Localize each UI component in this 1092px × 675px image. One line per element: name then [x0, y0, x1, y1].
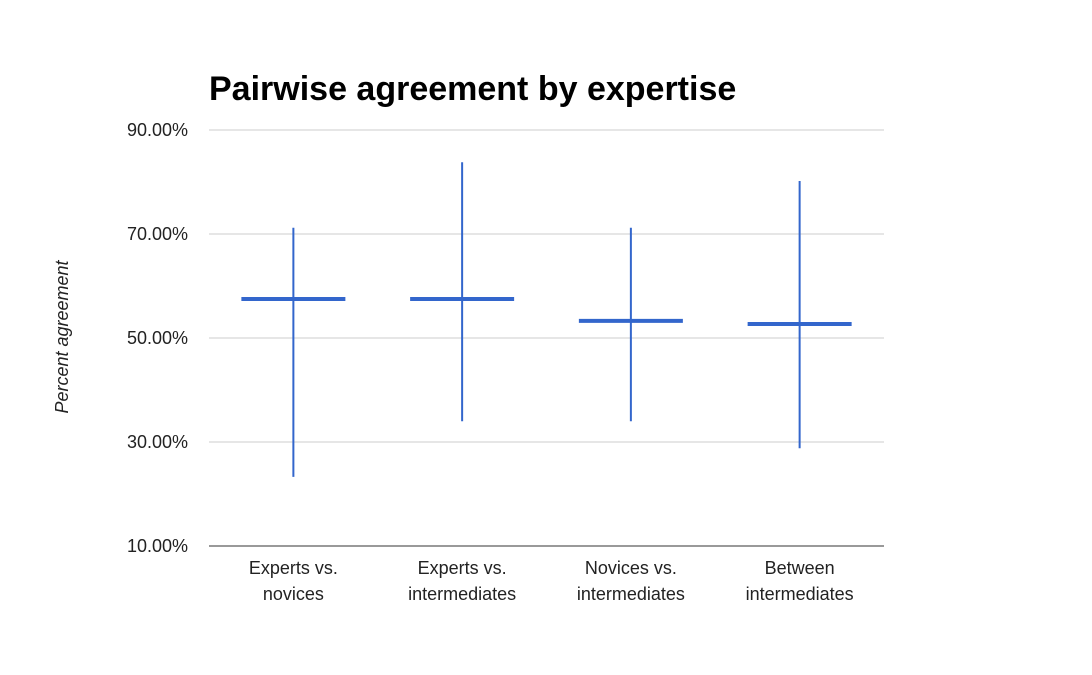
x-category-label: intermediates — [577, 584, 685, 604]
y-tick-label: 10.00% — [127, 536, 188, 556]
data-point — [241, 227, 346, 477]
data-point — [410, 162, 515, 422]
x-category-label: Experts vs. — [249, 558, 338, 578]
y-tick-label: 70.00% — [127, 224, 188, 244]
x-category-label: intermediates — [408, 584, 516, 604]
gridlines — [209, 129, 884, 443]
y-axis-title: Percent agreement — [52, 259, 72, 413]
x-category-label: Novices vs. — [585, 558, 677, 578]
y-tick-label: 30.00% — [127, 432, 188, 452]
data-point — [747, 180, 852, 449]
chart-title: Pairwise agreement by expertise — [209, 70, 736, 108]
x-category-label: novices — [263, 584, 324, 604]
x-axis-categories: Experts vs. novices Experts vs. intermediat… — [249, 558, 854, 604]
x-category-label: Experts vs. — [418, 558, 507, 578]
data-marks — [241, 162, 852, 477]
x-category-label: intermediates — [746, 584, 854, 604]
y-tick-label: 50.00% — [127, 328, 188, 348]
y-axis-ticks: 10.00% 30.00% 50.00% 70.00% 90.00% — [127, 120, 188, 556]
x-category-label: Between — [765, 558, 835, 578]
data-point — [578, 227, 683, 422]
y-tick-label: 90.00% — [127, 120, 188, 140]
